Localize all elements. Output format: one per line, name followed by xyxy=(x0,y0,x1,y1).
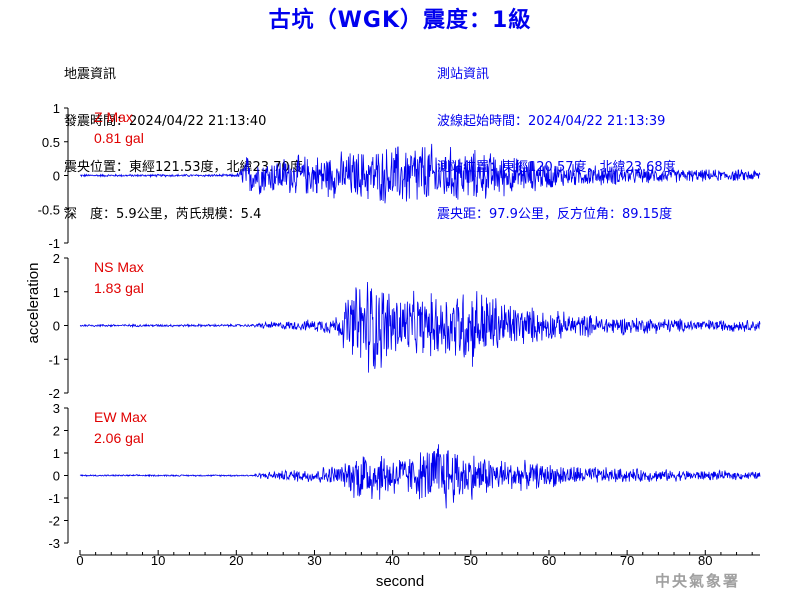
quake-info: 地震資訊 發震時間：2024/04/22 21:13:40 震央位置：東經121… xyxy=(64,36,303,238)
y-tick-label: -1 xyxy=(48,352,60,367)
y-tick-label: -1 xyxy=(48,236,60,251)
trace-z xyxy=(79,143,761,204)
x-tick-label: 40 xyxy=(385,553,399,568)
quake-info-heading: 地震資訊 xyxy=(64,67,117,82)
y-tick-label: 0.5 xyxy=(42,135,60,150)
y-tick-label: -0.5 xyxy=(38,202,60,217)
max-label-name: NS Max xyxy=(94,259,144,275)
x-tick-label: 80 xyxy=(698,553,712,568)
y-tick-label: -2 xyxy=(48,514,60,529)
panel-ew: -3 -2 -1 0 1 2 3 EW Max 2.06 gal xyxy=(48,401,761,551)
y-tick-label: 1 xyxy=(53,446,60,461)
y-tick-label: 0 xyxy=(53,319,60,334)
x-tick-label: 0 xyxy=(76,553,83,568)
y-tick-label: 0 xyxy=(53,469,60,484)
y-tick-label: 2 xyxy=(53,251,60,266)
credit-label: 中央氣象署 xyxy=(655,572,741,590)
y-tick-label: -1 xyxy=(48,491,60,506)
panel-z: -1 -0.5 0 0.5 1 Z Max 0.81 gal xyxy=(38,101,761,251)
max-label-name: Z Max xyxy=(94,109,133,125)
x-tick-label: 20 xyxy=(229,553,243,568)
x-tick-label: 50 xyxy=(464,553,478,568)
y-tick-label: 0 xyxy=(53,169,60,184)
station-info-heading: 測站資訊 xyxy=(437,67,490,82)
quake-time: 發震時間：2024/04/22 21:13:40 xyxy=(64,113,267,129)
chart-title: 古坑（WGK）震度：1級 xyxy=(268,8,532,33)
max-label-value: 2.06 gal xyxy=(94,430,144,446)
x-axis-label: second xyxy=(376,573,424,590)
trace-ns xyxy=(79,281,761,373)
station-wave-start: 波線起始時間：2024/04/22 21:13:39 xyxy=(437,113,666,129)
max-label-value: 1.83 gal xyxy=(94,280,144,296)
y-tick-label: 1 xyxy=(53,101,60,116)
y-tick-label: -3 xyxy=(48,536,60,551)
max-label-value: 0.81 gal xyxy=(94,130,144,146)
x-tick-label: 30 xyxy=(307,553,321,568)
quake-depth-magnitude: 深 度：5.9公里，芮氏規模：5.4 xyxy=(64,206,262,222)
y-tick-label: 2 xyxy=(53,424,60,439)
panel-ns: -2 -1 0 1 2 NS Max 1.83 gal xyxy=(48,251,761,401)
y-tick-label: -2 xyxy=(48,386,60,401)
y-tick-label: 3 xyxy=(53,401,60,416)
x-tick-label: 70 xyxy=(620,553,634,568)
max-label-name: EW Max xyxy=(94,409,147,425)
y-tick-label: 1 xyxy=(53,285,60,300)
x-tick-label: 10 xyxy=(151,553,165,568)
y-axis-label: acceleration xyxy=(25,263,42,344)
station-distance: 震央距：97.9公里，反方位角：89.15度 xyxy=(437,206,673,222)
trace-ew xyxy=(79,444,761,509)
x-tick-label: 60 xyxy=(542,553,556,568)
